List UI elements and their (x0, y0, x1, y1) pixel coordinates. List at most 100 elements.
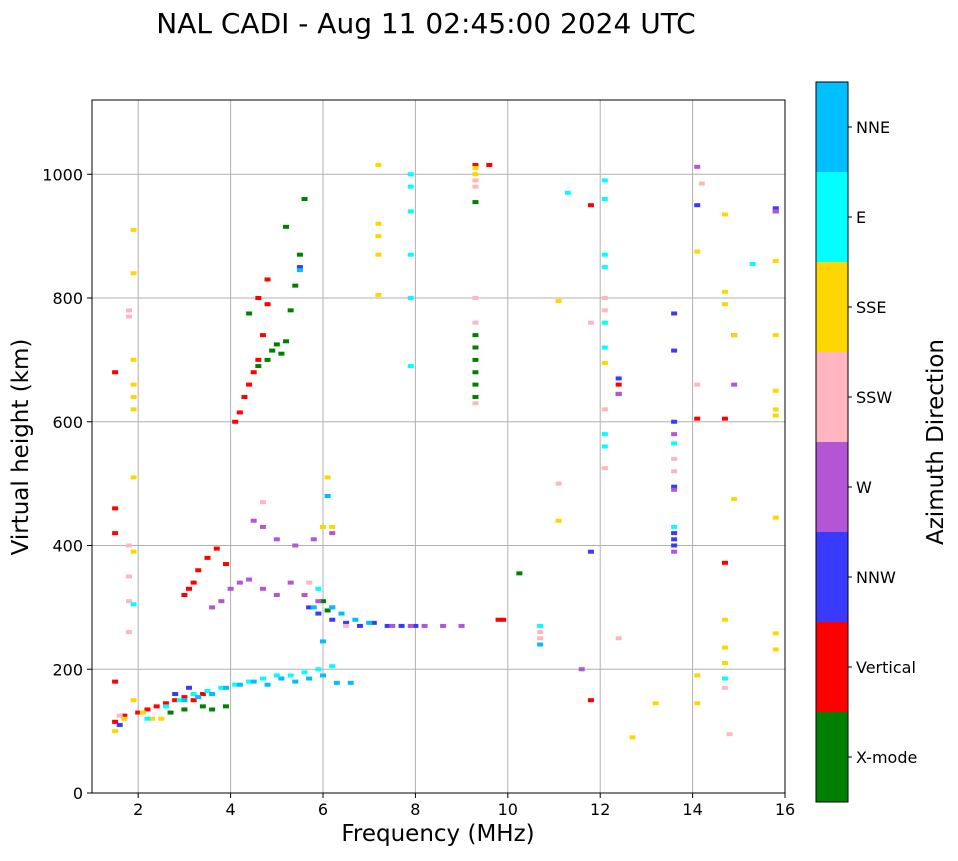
plot-frame (91, 99, 786, 794)
y-tick-label: 600 (52, 413, 83, 432)
colorbar-tick-label: SSW (856, 388, 892, 407)
colorbar-tick-label: X-mode (856, 748, 917, 767)
data-point (125, 630, 132, 635)
data-point (306, 580, 313, 585)
data-point (772, 388, 779, 393)
data-point (121, 716, 128, 721)
data-point (375, 162, 382, 167)
data-point (130, 271, 137, 276)
data-point (246, 311, 253, 316)
data-point (139, 710, 146, 715)
data-point (195, 695, 202, 700)
data-point (537, 630, 544, 635)
data-point (213, 546, 220, 551)
data-point (130, 382, 137, 387)
data-point (250, 370, 257, 375)
data-point (246, 382, 253, 387)
data-point (671, 311, 678, 316)
data-point (352, 617, 359, 622)
data-point (130, 475, 137, 480)
data-point (601, 265, 608, 270)
data-point (218, 599, 225, 604)
x-tick-label: 8 (410, 800, 420, 819)
data-point (222, 685, 229, 690)
data-point (329, 617, 336, 622)
data-point (587, 320, 594, 325)
data-point (537, 636, 544, 641)
data-point (343, 620, 350, 625)
data-point (329, 605, 336, 610)
data-point (278, 351, 285, 356)
data-point (601, 296, 608, 300)
y-axis-label: Virtual height (km) (8, 339, 34, 556)
data-point (324, 475, 331, 480)
data-point (329, 524, 336, 529)
data-point (587, 698, 594, 703)
data-point (283, 224, 290, 229)
data-point (472, 333, 479, 338)
data-point (301, 670, 308, 675)
data-point (601, 432, 608, 437)
data-point (190, 580, 197, 585)
data-point (125, 308, 132, 313)
data-point (343, 623, 350, 628)
data-point (264, 302, 271, 307)
data-point (726, 732, 733, 737)
data-point (407, 172, 414, 177)
data-point (555, 481, 562, 486)
data-point (264, 357, 271, 362)
data-point (375, 252, 382, 257)
data-point (176, 698, 183, 703)
data-point (186, 685, 193, 690)
x-tick-label: 6 (318, 800, 328, 819)
data-point (694, 249, 701, 254)
data-point (407, 209, 414, 214)
data-point (255, 357, 262, 362)
data-point (125, 599, 132, 604)
data-point (398, 623, 405, 628)
data-point (671, 419, 678, 424)
data-point (255, 364, 262, 369)
data-point (338, 611, 345, 616)
data-point (158, 716, 165, 721)
data-point (125, 314, 132, 319)
x-axis-label: Frequency (MHz) (341, 821, 534, 847)
data-point (472, 395, 479, 399)
data-point (130, 395, 137, 399)
y-tick-label: 0 (73, 784, 83, 803)
data-point (472, 200, 479, 205)
data-point (287, 673, 294, 678)
data-point (181, 695, 188, 700)
data-point (366, 620, 373, 625)
data-point (407, 364, 414, 369)
data-point (232, 419, 239, 424)
x-axis-ticks: 2 4 6 8 10 12 14 16 (133, 793, 795, 819)
data-point (555, 518, 562, 523)
data-point (671, 484, 678, 489)
data-point (241, 395, 248, 399)
data-point (601, 252, 608, 257)
y-tick-label: 200 (52, 660, 83, 679)
data-point (495, 617, 502, 622)
data-point (652, 701, 659, 706)
colorbar-swatch (816, 352, 848, 442)
data-point (130, 407, 137, 412)
data-point (698, 181, 705, 186)
data-point (772, 206, 779, 211)
data-point (149, 716, 156, 721)
chart-title: NAL CADI - Aug 11 02:45:00 2024 UTC (156, 7, 695, 40)
data-point (320, 639, 326, 644)
data-point (181, 698, 188, 703)
data-point (472, 162, 479, 167)
colorbar: X-mode Vertical NNW W SSW SSE E NNE (815, 81, 917, 803)
data-point (236, 682, 243, 687)
x-tick-label: 4 (226, 800, 236, 819)
data-point (601, 360, 608, 365)
colorbar-label: Azimuth Direction (923, 339, 949, 545)
data-point (324, 608, 331, 613)
data-point (112, 506, 119, 511)
data-point (125, 543, 132, 548)
data-point (273, 673, 280, 678)
